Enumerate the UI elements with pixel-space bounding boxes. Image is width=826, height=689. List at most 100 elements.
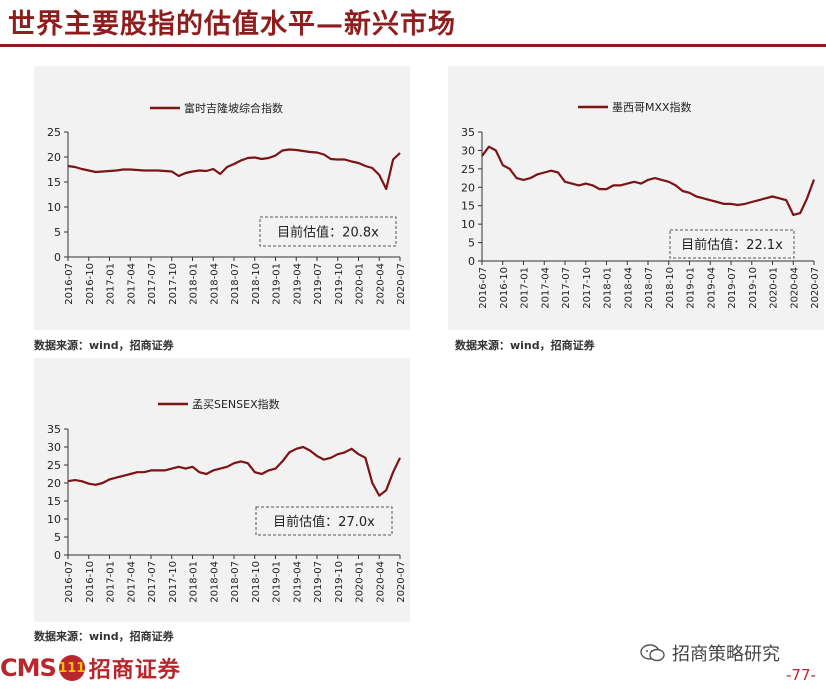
x-tick-label: 2019-01	[272, 561, 283, 603]
y-tick-label: 25	[461, 163, 475, 176]
x-tick-label: 2020-07	[396, 561, 407, 603]
x-tick-label: 2019-04	[292, 561, 303, 603]
x-tick-label: 2017-10	[168, 263, 179, 305]
x-tick-label: 2018-07	[644, 267, 655, 309]
x-tick-label: 2018-01	[603, 267, 614, 309]
x-tick-label: 2018-10	[251, 561, 262, 603]
x-tick-label: 2019-04	[292, 263, 303, 305]
y-tick-label: 5	[468, 237, 475, 250]
chart-panel-sensex: 0 5 10 15 20 25 30 35 2016-07 2016-10 2017-01 2017-…	[34, 358, 410, 622]
y-tick-label: 15	[47, 176, 61, 189]
x-tick-label: 2018-10	[251, 263, 262, 305]
x-tick-label: 2017-07	[147, 561, 158, 603]
x-tick-label: 2016-07	[64, 263, 75, 305]
x-tick-label: 2020-07	[810, 267, 821, 309]
x-tick-label: 2020-01	[355, 263, 366, 305]
y-tick-label: 35	[461, 126, 475, 139]
x-tick-label: 2020-04	[375, 561, 386, 603]
cms-logo: CMS 111 招商证券	[0, 652, 181, 684]
y-tick-label: 20	[461, 181, 475, 194]
legend-label: 富时吉隆坡综合指数	[184, 101, 283, 115]
x-tick-label: 2019-10	[748, 267, 759, 309]
x-tick-label: 2016-10	[85, 263, 96, 305]
x-tick-label: 2017-07	[147, 263, 158, 305]
y-tick-label: 0	[54, 549, 61, 562]
y-tick-label: 10	[461, 218, 475, 231]
title-divider	[0, 44, 826, 47]
source-note-klci: 数据来源：wind，招商证券	[34, 339, 174, 352]
x-tick-label: 2017-01	[520, 267, 531, 309]
annotation-box	[259, 216, 397, 247]
x-tick-label: 2019-10	[334, 561, 345, 603]
x-tick-label: 2020-04	[789, 267, 800, 309]
x-tick-label: 2016-07	[478, 267, 489, 309]
y-tick-label: 25	[47, 126, 61, 139]
page-title: 世界主要股指的估值水平—新兴市场	[8, 9, 456, 40]
x-tick-label: 2017-04	[126, 263, 137, 305]
y-tick-label: 30	[47, 441, 61, 454]
x-tick-label: 2018-04	[623, 267, 634, 309]
y-tick-label: 5	[54, 531, 61, 544]
y-tick-label: 20	[47, 151, 61, 164]
logo-en-text: CMS	[0, 654, 57, 682]
y-tick-label: 30	[461, 144, 475, 157]
annotation-label: 目前估值：20.8x	[277, 225, 379, 241]
logo-cn-text: 招商证券	[88, 657, 181, 683]
series-line	[481, 145, 816, 216]
x-tick-label: 2017-07	[561, 267, 572, 309]
x-tick-label: 2017-04	[126, 561, 137, 603]
y-tick-label: 0	[468, 255, 475, 268]
x-tick-label: 2017-01	[106, 263, 117, 305]
x-tick-label: 2017-10	[168, 561, 179, 603]
x-tick-label: 2020-01	[355, 561, 366, 603]
x-tick-label: 2018-04	[209, 561, 220, 603]
y-tick-label: 10	[47, 513, 61, 526]
x-tick-label: 2019-01	[686, 267, 697, 309]
x-tick-label: 2017-10	[582, 267, 593, 309]
source-note-mxx: 数据来源：wind，招商证券	[455, 339, 595, 352]
x-tick-label: 2020-04	[375, 263, 386, 305]
y-tick-label: 20	[47, 477, 61, 490]
page-number: -77-	[786, 666, 816, 684]
chart-klci: 0 5 10 15 20 25 2016-07 2016-10 2017-01 2017-04 20…	[47, 101, 407, 305]
y-tick-label: 0	[54, 251, 61, 264]
annotation-box	[669, 229, 795, 259]
x-tick-label: 2020-01	[769, 267, 780, 309]
source-note-sensex: 数据来源：wind，招商证券	[34, 630, 174, 643]
x-tick-label: 2019-01	[272, 263, 283, 305]
annotation-label: 目前估值：27.0x	[273, 514, 375, 530]
chart-panel-mxx: 0 5 10 15 20 25 30 35 2016-07 2016-10 2017-01 2017-…	[448, 66, 824, 330]
x-tick-label: 2017-01	[106, 561, 117, 603]
y-tick-label: 35	[47, 423, 61, 436]
wechat-icon	[640, 644, 665, 662]
x-tick-label: 2018-01	[189, 561, 200, 603]
legend-label: 孟买SENSEX指数	[192, 397, 280, 411]
x-tick-label: 2019-10	[334, 263, 345, 305]
series-line	[67, 148, 401, 191]
annotation-label: 目前估值：22.1x	[681, 237, 783, 253]
chart-panel-klci: 0 5 10 15 20 25 2016-07 2016-10 2017-01 2017-04 20…	[34, 66, 410, 330]
y-tick-label: 5	[54, 226, 61, 239]
chart-sensex: 0 5 10 15 20 25 30 35 2016-07 2016-10 2017-01 2017-…	[47, 397, 407, 603]
x-tick-label: 2019-04	[706, 267, 717, 309]
x-tick-label: 2016-10	[499, 267, 510, 309]
wechat-account: 招商策略研究	[640, 640, 780, 666]
wechat-label: 招商策略研究	[672, 644, 780, 665]
legend-label: 墨西哥MXX指数	[612, 100, 692, 114]
logo-badge-icon: 111	[58, 655, 85, 681]
x-tick-label: 2018-04	[209, 263, 220, 305]
x-tick-label: 2018-07	[230, 263, 241, 305]
x-tick-label: 2016-10	[85, 561, 96, 603]
x-tick-label: 2018-01	[189, 263, 200, 305]
series-line	[67, 445, 401, 497]
y-tick-label: 15	[47, 495, 61, 508]
y-tick-label: 25	[47, 459, 61, 472]
annotation-box	[255, 506, 393, 536]
x-tick-label: 2019-07	[313, 561, 324, 603]
y-tick-label: 15	[461, 200, 475, 213]
x-tick-label: 2019-07	[727, 267, 738, 309]
y-tick-label: 10	[47, 201, 61, 214]
chart-mxx: 0 5 10 15 20 25 30 35 2016-07 2016-10 2017-01 2017-…	[461, 100, 821, 309]
x-tick-label: 2019-07	[313, 263, 324, 305]
x-tick-label: 2016-07	[64, 561, 75, 603]
